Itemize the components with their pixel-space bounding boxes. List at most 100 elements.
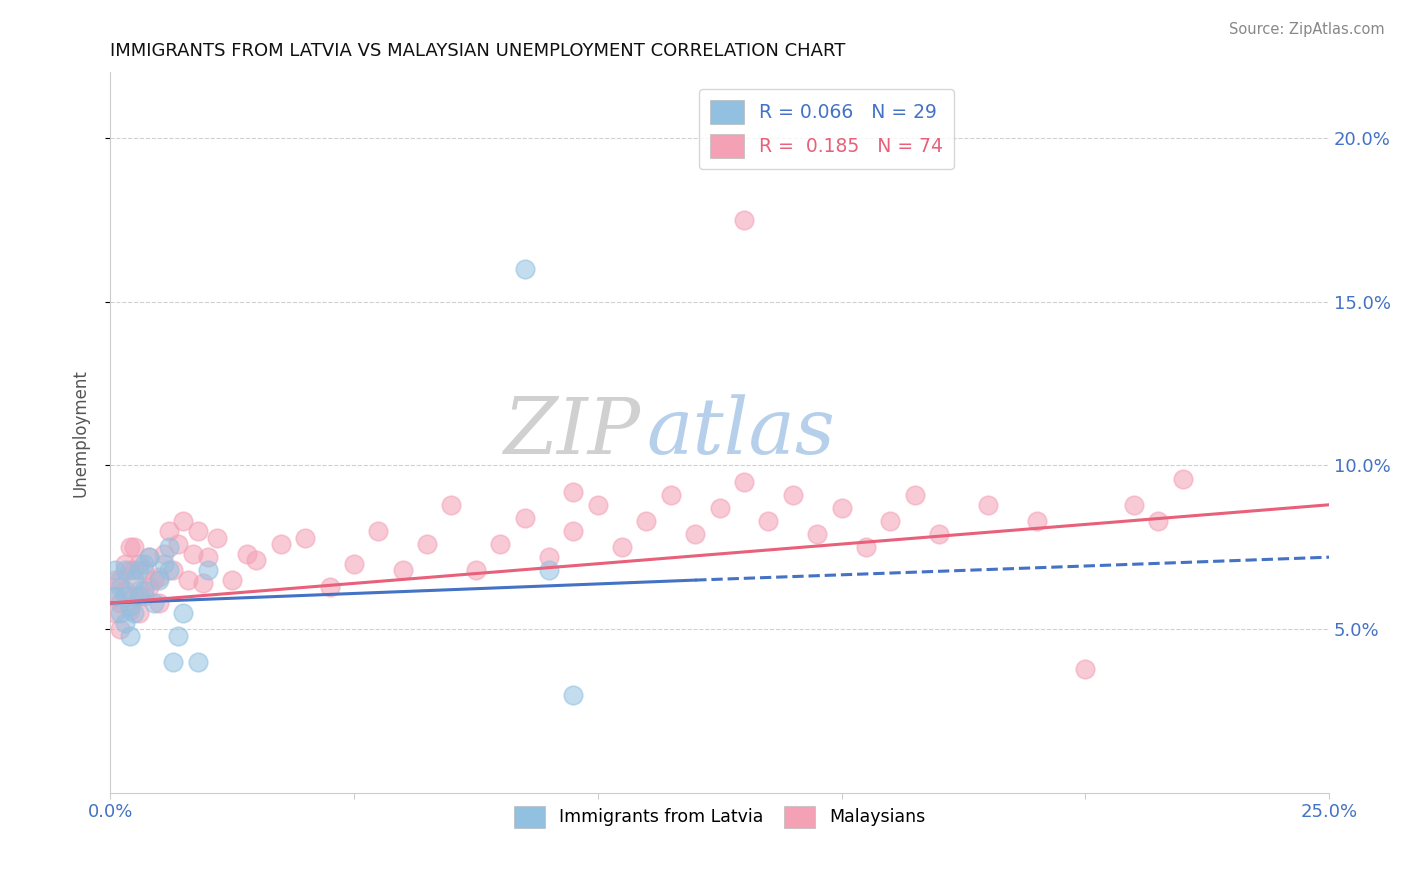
Point — [143, 573, 166, 587]
Point — [148, 570, 170, 584]
Point — [806, 527, 828, 541]
Y-axis label: Unemployment: Unemployment — [72, 368, 89, 497]
Point — [191, 576, 214, 591]
Point — [124, 573, 146, 587]
Point — [143, 596, 166, 610]
Point — [733, 475, 755, 489]
Point — [162, 655, 184, 669]
Point — [172, 606, 194, 620]
Point — [879, 514, 901, 528]
Point — [235, 547, 257, 561]
Point — [977, 498, 1000, 512]
Point — [104, 563, 127, 577]
Point — [756, 514, 779, 528]
Point — [270, 537, 292, 551]
Point — [128, 557, 150, 571]
Point — [294, 531, 316, 545]
Point — [104, 590, 127, 604]
Point — [114, 557, 136, 571]
Point — [157, 524, 180, 538]
Point — [513, 262, 536, 277]
Point — [733, 212, 755, 227]
Point — [118, 602, 141, 616]
Point — [134, 563, 156, 577]
Point — [108, 596, 131, 610]
Point — [245, 553, 267, 567]
Text: ZIP: ZIP — [503, 394, 640, 471]
Point — [391, 563, 413, 577]
Point — [610, 541, 633, 555]
Point — [108, 606, 131, 620]
Point — [782, 488, 804, 502]
Point — [562, 524, 585, 538]
Point — [562, 688, 585, 702]
Point — [104, 573, 127, 587]
Point — [181, 547, 204, 561]
Point — [440, 498, 463, 512]
Point — [197, 550, 219, 565]
Point — [114, 582, 136, 597]
Point — [187, 524, 209, 538]
Point — [367, 524, 389, 538]
Point — [138, 550, 160, 565]
Point — [118, 629, 141, 643]
Point — [114, 590, 136, 604]
Point — [537, 563, 560, 577]
Point — [134, 582, 156, 597]
Point — [118, 563, 141, 577]
Point — [659, 488, 682, 502]
Point — [104, 590, 127, 604]
Point — [513, 511, 536, 525]
Point — [134, 557, 156, 571]
Point — [489, 537, 512, 551]
Point — [114, 615, 136, 630]
Point — [152, 547, 174, 561]
Point — [221, 573, 243, 587]
Point — [855, 541, 877, 555]
Point — [586, 498, 609, 512]
Point — [104, 606, 127, 620]
Point — [187, 655, 209, 669]
Point — [1123, 498, 1146, 512]
Point — [108, 573, 131, 587]
Point — [134, 590, 156, 604]
Point — [118, 599, 141, 614]
Point — [709, 501, 731, 516]
Point — [114, 563, 136, 577]
Point — [167, 537, 190, 551]
Point — [172, 514, 194, 528]
Point — [1074, 661, 1097, 675]
Legend: Immigrants from Latvia, Malaysians: Immigrants from Latvia, Malaysians — [506, 798, 932, 835]
Point — [157, 563, 180, 577]
Point — [148, 573, 170, 587]
Point — [124, 590, 146, 604]
Point — [128, 590, 150, 604]
Point — [118, 541, 141, 555]
Point — [138, 580, 160, 594]
Point — [128, 582, 150, 597]
Text: IMMIGRANTS FROM LATVIA VS MALAYSIAN UNEMPLOYMENT CORRELATION CHART: IMMIGRANTS FROM LATVIA VS MALAYSIAN UNEM… — [110, 42, 845, 60]
Point — [928, 527, 950, 541]
Point — [128, 606, 150, 620]
Point — [1171, 472, 1194, 486]
Point — [157, 541, 180, 555]
Point — [197, 563, 219, 577]
Point — [162, 563, 184, 577]
Point — [904, 488, 927, 502]
Point — [1147, 514, 1170, 528]
Point — [343, 557, 366, 571]
Point — [416, 537, 439, 551]
Point — [318, 580, 340, 594]
Point — [683, 527, 706, 541]
Text: atlas: atlas — [647, 394, 835, 471]
Point — [464, 563, 486, 577]
Point — [537, 550, 560, 565]
Point — [124, 541, 146, 555]
Point — [128, 563, 150, 577]
Point — [148, 596, 170, 610]
Point — [636, 514, 658, 528]
Point — [124, 563, 146, 577]
Text: Source: ZipAtlas.com: Source: ZipAtlas.com — [1229, 22, 1385, 37]
Point — [152, 557, 174, 571]
Point — [831, 501, 853, 516]
